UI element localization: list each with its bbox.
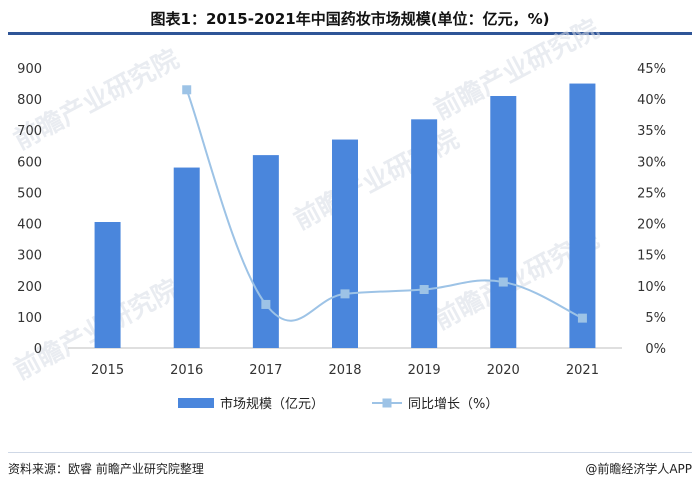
growth-marker-2018 — [340, 289, 350, 299]
x-tick-label: 2020 — [487, 363, 520, 378]
y-right-tick-label: 15% — [637, 249, 666, 264]
x-tick-label: 2019 — [408, 363, 441, 378]
x-tick-label: 2017 — [249, 363, 282, 378]
chart-title: 图表1：2015-2021年中国药妆市场规模(单位：亿元，%) — [150, 10, 550, 28]
bar-2021 — [569, 83, 596, 349]
y-left-tick-label: 200 — [17, 280, 42, 295]
chart-svg: 前瞻产业研究院前瞻产业研究院前瞻产业研究院前瞻产业研究院前瞻产业研究院 0100… — [9, 13, 666, 412]
y-left-tick-label: 600 — [17, 155, 42, 170]
x-tick-label: 2021 — [566, 363, 599, 378]
bar-2015 — [94, 222, 121, 348]
footer-rule — [8, 452, 692, 453]
y-left-tick-label: 100 — [17, 311, 42, 326]
legend-line-marker — [382, 398, 392, 408]
y-left-tick-label: 800 — [17, 93, 42, 108]
y-right-tick-label: 10% — [637, 280, 666, 295]
source-note: 资料来源：欧睿 前瞻产业研究院整理 — [8, 462, 204, 476]
bar-2016 — [173, 167, 200, 348]
y-left-tick-label: 500 — [17, 186, 42, 201]
y-left-tick-label: 900 — [17, 62, 42, 77]
bar-2017 — [252, 155, 279, 348]
legend-bar-swatch — [178, 398, 214, 408]
legend-line-label: 同比增长（%） — [408, 397, 498, 412]
growth-marker-2021 — [577, 313, 587, 323]
y-right-tick-label: 40% — [637, 93, 666, 108]
watermark-text: 前瞻产业研究院 — [289, 123, 464, 236]
legend-bar-label: 市场规模（亿元） — [220, 396, 324, 412]
y-right-tick-label: 35% — [637, 124, 666, 139]
growth-marker-2020 — [498, 277, 508, 287]
bar-2018 — [332, 139, 358, 348]
y-right-tick-label: 30% — [637, 155, 666, 170]
growth-marker-2019 — [419, 285, 429, 295]
title-rule — [8, 32, 692, 35]
x-tick-label: 2016 — [170, 363, 203, 378]
y-left-tick-label: 700 — [17, 124, 42, 139]
growth-marker-2016 — [182, 85, 192, 95]
y-right-tick-label: 5% — [645, 311, 666, 326]
x-tick-label: 2018 — [328, 363, 361, 378]
y-left-tick-label: 300 — [17, 249, 42, 264]
brand-credit: @前瞻经济学人APP — [585, 462, 692, 476]
y-right-tick-label: 45% — [637, 62, 666, 77]
y-right-tick-label: 25% — [637, 186, 666, 201]
bar-2020 — [490, 96, 517, 348]
bar-2019 — [411, 119, 438, 348]
x-tick-label: 2015 — [91, 363, 124, 378]
y-left-tick-label: 400 — [17, 218, 42, 233]
y-left-tick-label: 0 — [34, 342, 42, 357]
growth-marker-2017 — [261, 299, 271, 309]
y-right-tick-label: 20% — [637, 218, 666, 233]
y-right-tick-label: 0% — [645, 342, 666, 357]
